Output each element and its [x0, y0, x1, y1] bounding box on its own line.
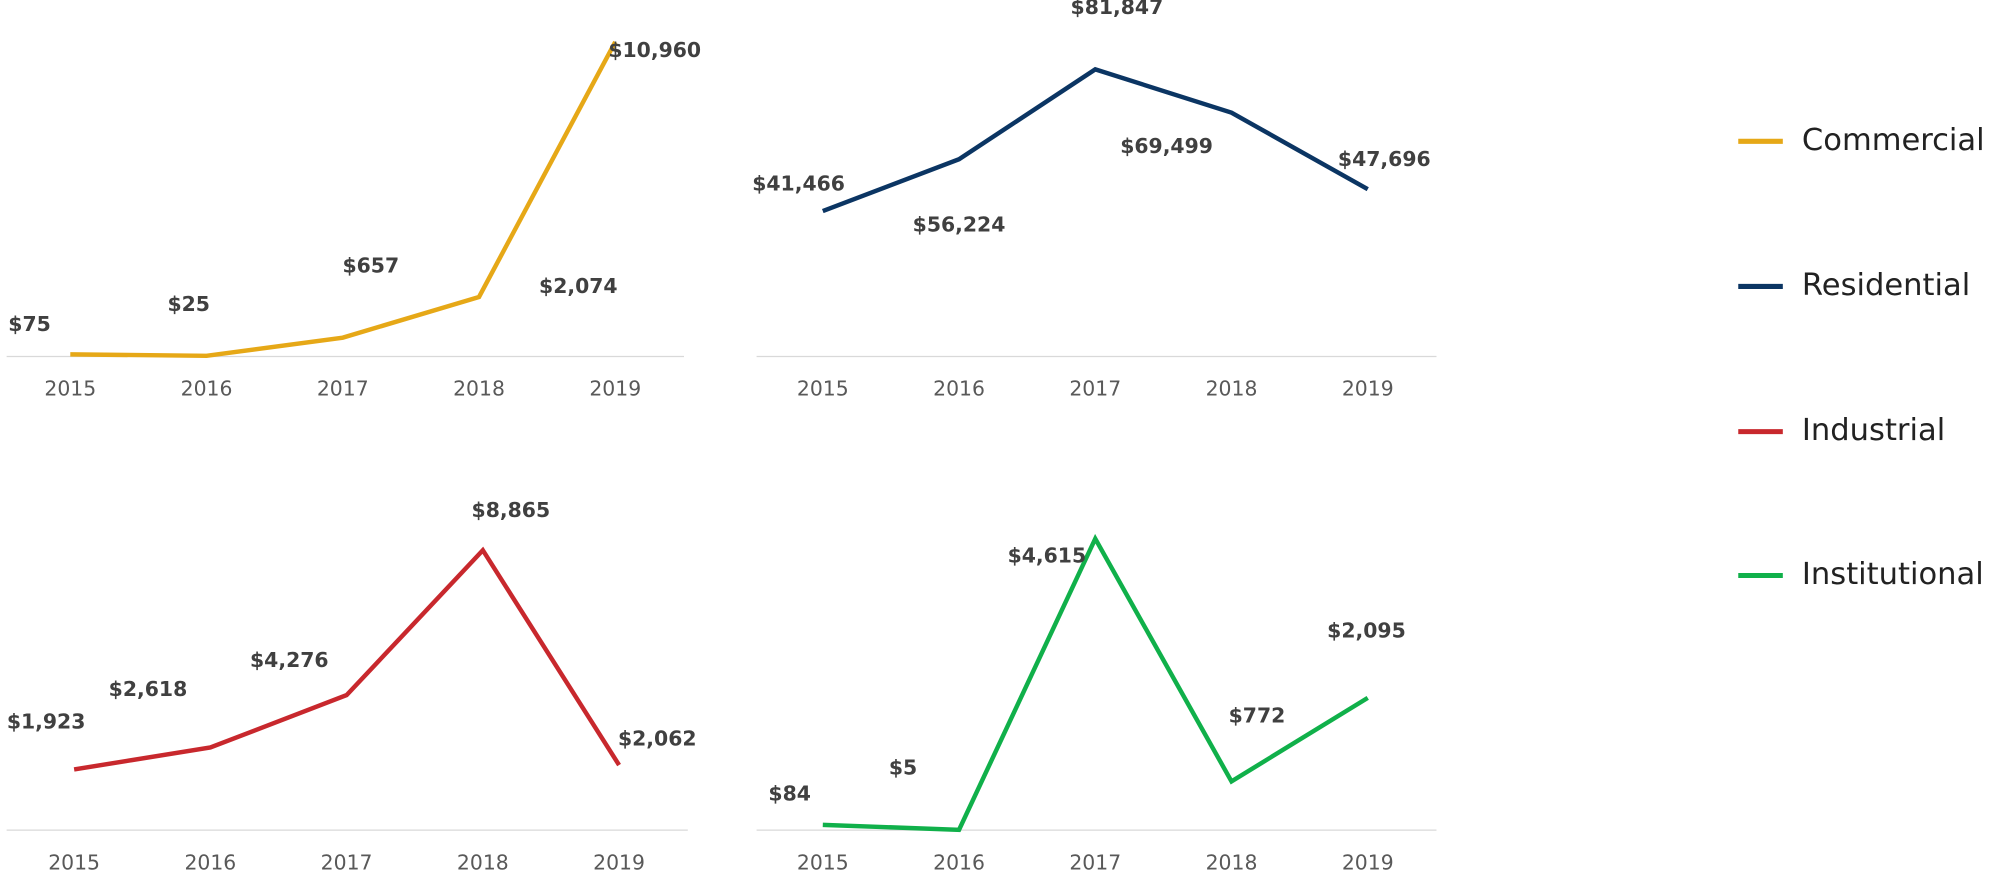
- data-label: $41,466: [752, 171, 845, 195]
- data-label: $10,960: [608, 38, 701, 62]
- data-label: $84: [768, 781, 811, 805]
- x-tick-label: 2016: [184, 850, 236, 874]
- x-tick-label: 2017: [321, 850, 373, 874]
- data-label: $4,615: [1008, 544, 1087, 568]
- x-tick-label: 2019: [1342, 377, 1394, 401]
- x-tick-label: 2015: [44, 377, 96, 401]
- x-tick-label: 2019: [1342, 850, 1394, 874]
- x-tick-label: 2017: [317, 377, 369, 401]
- line: [822, 533, 1369, 833]
- data-label: $5: [889, 756, 917, 780]
- x-tick-label: 2015: [48, 850, 100, 874]
- legend-label: Industrial: [1802, 413, 1945, 448]
- legend-label: Institutional: [1802, 557, 1984, 592]
- x-tick-label: 2016: [933, 850, 985, 874]
- x-tick-label: 2018: [453, 377, 505, 401]
- data-label: $772: [1229, 703, 1286, 727]
- data-label: $2,074: [539, 274, 618, 298]
- legend-label: Residential: [1802, 268, 1970, 303]
- data-label: $25: [167, 292, 210, 316]
- line: [70, 40, 618, 359]
- line: [73, 546, 621, 772]
- line: [821, 66, 1369, 214]
- data-label: $2,095: [1327, 619, 1406, 643]
- data-label: $75: [8, 312, 51, 336]
- x-tick-label: 2016: [181, 377, 233, 401]
- x-tick-label: 2017: [1069, 850, 1121, 874]
- x-tick-label: 2019: [593, 850, 645, 874]
- data-label: $47,696: [1338, 147, 1431, 171]
- data-label: $2,618: [109, 677, 188, 701]
- x-tick-label: 2018: [1206, 377, 1258, 401]
- x-tick-label: 2015: [797, 850, 849, 874]
- data-label: $657: [342, 253, 399, 277]
- data-label: $8,865: [472, 498, 551, 522]
- data-label: $4,276: [250, 648, 329, 672]
- data-label: $69,499: [1120, 134, 1213, 158]
- x-tick-label: 2018: [457, 850, 509, 874]
- data-label: $56,224: [913, 212, 1006, 236]
- x-tick-label: 2017: [1069, 377, 1121, 401]
- data-label: $81,847: [1071, 0, 1164, 19]
- legend-label: Commercial: [1802, 123, 1985, 158]
- x-tick-label: 2015: [797, 377, 849, 401]
- x-tick-label: 2019: [589, 377, 641, 401]
- x-tick-label: 2016: [933, 377, 985, 401]
- data-label: $2,062: [618, 727, 697, 751]
- data-label: $1,923: [7, 709, 86, 733]
- x-tick-label: 2018: [1206, 850, 1258, 874]
